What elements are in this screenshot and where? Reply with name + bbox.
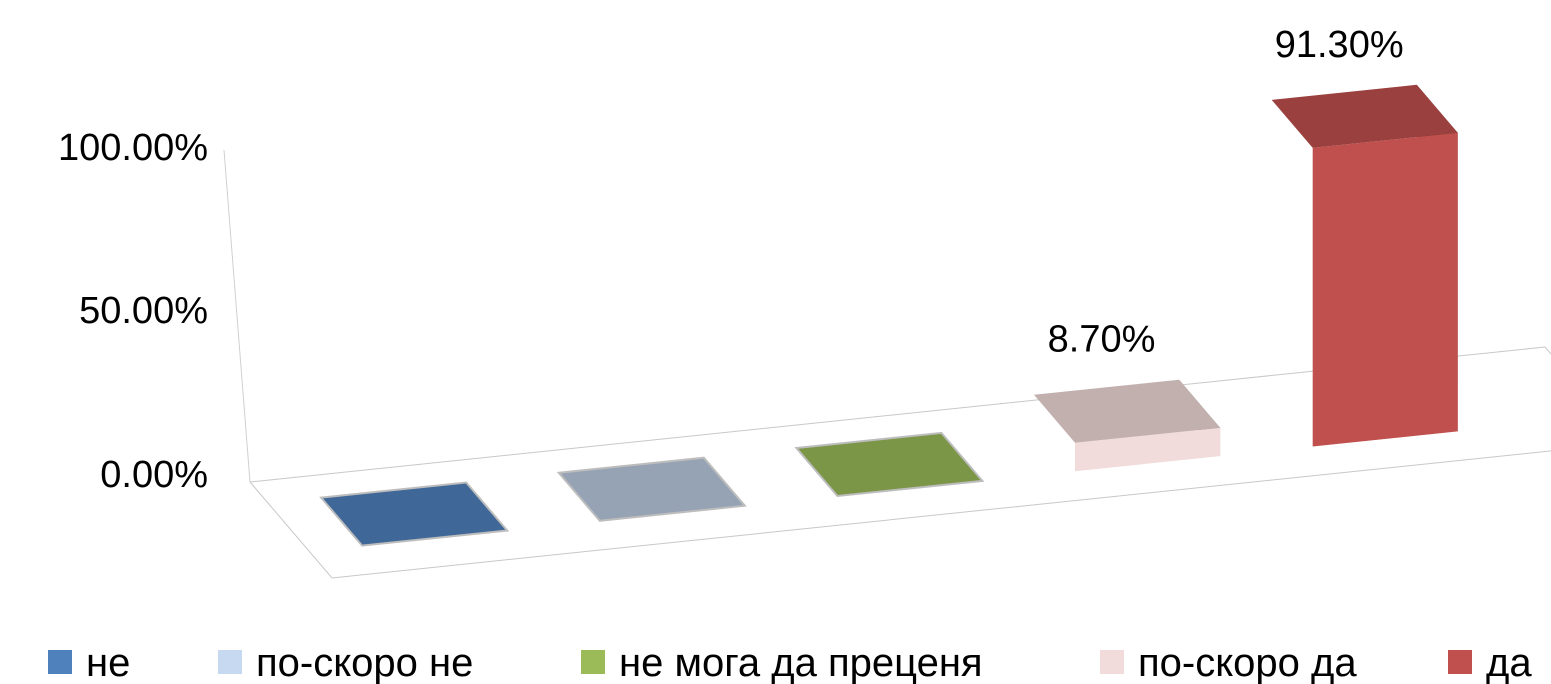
- bar-flat-face: [556, 456, 747, 522]
- bar: [1271, 84, 1458, 447]
- legend-swatch: [218, 650, 242, 675]
- data-label: 8.70%: [1048, 319, 1156, 361]
- legend-item: по-скоро да: [1100, 642, 1357, 684]
- data-labels: 8.70% 91.30%: [1048, 24, 1404, 361]
- bar-top-face: [1034, 379, 1221, 443]
- bar-series: [319, 84, 1458, 547]
- legend-item: не мога да преценя: [581, 642, 983, 684]
- y-tick-label: 100.00%: [58, 127, 208, 169]
- legend-label: да: [1486, 642, 1532, 684]
- legend-label: не мога да преценя: [619, 642, 983, 684]
- value-axis: 0.00% 50.00% 100.00%: [58, 127, 251, 496]
- legend-swatch: [48, 650, 72, 675]
- bar: [1034, 379, 1221, 472]
- y-tick-label: 50.00%: [79, 290, 208, 332]
- legend-swatch: [581, 650, 605, 675]
- bar: [556, 456, 747, 522]
- legend-item: да: [1448, 642, 1532, 684]
- legend-swatch: [1100, 650, 1124, 675]
- legend-label: по-скоро да: [1138, 642, 1357, 684]
- legend-swatch: [1448, 650, 1472, 675]
- bar-top-face: [1271, 84, 1458, 148]
- y-tick-label: 0.00%: [100, 454, 208, 496]
- bar-front-face: [1075, 427, 1221, 472]
- bar: [319, 481, 510, 547]
- y-axis-line: [223, 149, 251, 483]
- legend-label: по-скоро не: [256, 642, 474, 684]
- chart-legend: не по-скоро не не мога да преценя по-скоро …: [48, 642, 1551, 684]
- legend-label: не: [86, 642, 131, 684]
- bar-flat-face: [319, 481, 510, 547]
- bar-front-face: [1312, 132, 1458, 447]
- bar-flat-face: [794, 431, 985, 498]
- legend-item: по-скоро не: [218, 642, 473, 684]
- data-label: 91.30%: [1275, 24, 1404, 66]
- legend-item: не: [48, 642, 130, 684]
- bar-chart-3d: 0.00% 50.00% 100.00% 8.70% 91.30%: [58, 24, 1551, 579]
- bar: [794, 431, 985, 498]
